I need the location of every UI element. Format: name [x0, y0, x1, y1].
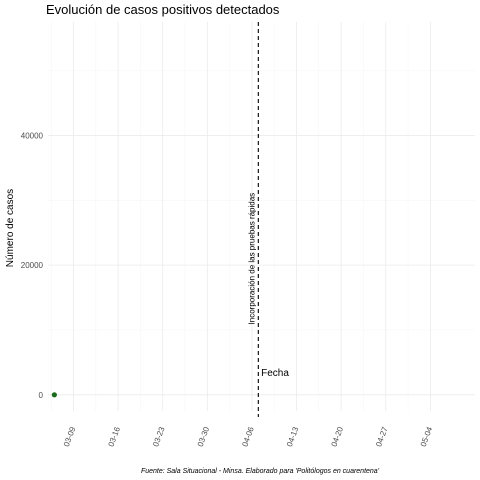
x-tick-label: 03-30: [196, 425, 212, 448]
chart-caption: Fuente: Sala Situacional - Minsa. Elabor…: [141, 468, 380, 475]
x-tick-label: 03-09: [62, 425, 78, 448]
chart-title: Evolución de casos positivos detectados: [46, 2, 280, 17]
x-tick-label: 04-13: [285, 425, 301, 448]
x-tick-label: 03-23: [151, 425, 167, 448]
x-tick-label: 04-06: [240, 425, 256, 448]
vline-layer: Incorporación de las pruebas rápidas: [247, 22, 259, 417]
y-tick-label: 40000: [21, 131, 44, 140]
y-axis-ticks: 0 20000 40000: [21, 131, 44, 399]
y-tick-label: 0: [39, 391, 44, 400]
x-tick-label: 03-16: [107, 425, 123, 448]
x-axis-label: Fecha: [261, 368, 289, 379]
x-tick-label: 05-04: [419, 425, 435, 448]
data-point: [51, 392, 57, 398]
y-tick-label: 20000: [21, 261, 44, 270]
grid: [48, 22, 475, 411]
data-points: [51, 392, 57, 398]
x-tick-label: 04-20: [330, 425, 346, 448]
y-axis-label: Número de casos: [5, 189, 16, 267]
x-tick-label: 04-27: [374, 425, 390, 448]
reference-vline-label: Incorporación de las pruebas rápidas: [247, 193, 256, 325]
x-axis-ticks: 03-09 03-16 03-23 03-30 04-06 04-13 04-20 04-27…: [62, 425, 435, 448]
